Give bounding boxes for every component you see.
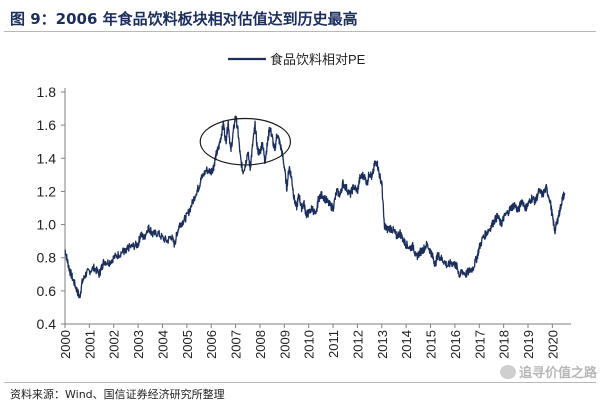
x-tick-label: 2020 xyxy=(545,330,560,359)
watermark-text: 追寻价值之路 xyxy=(519,366,598,381)
annotation-ellipse xyxy=(199,117,292,166)
x-tick-label: 2017 xyxy=(472,330,487,359)
x-tick-label: 2012 xyxy=(350,330,365,359)
x-tick-label: 2019 xyxy=(521,330,536,359)
source-note: 资料来源：Wind、国信证券经济研究所整理 xyxy=(10,388,225,401)
chart-axes xyxy=(61,88,571,328)
y-tick-label: 0.8 xyxy=(37,250,57,266)
x-tick-label: 2014 xyxy=(399,330,414,359)
title-divider xyxy=(4,31,596,32)
figure-header: 图 9：2006 年食品饮料板块相对估值达到历史最高 xyxy=(4,4,596,32)
x-tick-label: 2005 xyxy=(180,330,195,359)
y-tick-label: 1.4 xyxy=(37,150,57,166)
y-tick-labels: 0.4 0.6 0.8 1.0 1.2 1.4 1.6 1.8 xyxy=(37,84,57,332)
x-tick-label: 2001 xyxy=(82,330,97,359)
x-tick-label: 2008 xyxy=(253,330,268,359)
chart-legend: 食品饮料相对PE xyxy=(228,52,366,67)
wechat-icon xyxy=(500,365,516,379)
x-tick-label: 2009 xyxy=(277,330,292,359)
x-tick-label: 2018 xyxy=(497,330,512,359)
x-tick-label: 2010 xyxy=(302,330,317,359)
x-tick-label: 2000 xyxy=(58,330,73,359)
legend-label: 食品饮料相对PE xyxy=(270,52,366,67)
plot-area xyxy=(64,115,566,299)
y-tick-label: 1.8 xyxy=(37,84,57,100)
y-tick-label: 0.4 xyxy=(37,316,57,332)
y-tick-label: 0.6 xyxy=(37,283,57,299)
figure-title: 图 9：2006 年食品饮料板块相对估值达到历史最高 xyxy=(10,10,358,28)
x-tick-label: 2016 xyxy=(448,330,463,359)
x-tick-label: 2002 xyxy=(107,330,122,359)
x-tick-label: 2013 xyxy=(375,330,390,359)
x-tick-label: 2015 xyxy=(424,330,439,359)
x-tick-label: 2007 xyxy=(229,330,244,359)
x-tick-label: 2004 xyxy=(155,330,170,359)
x-tick-label: 2011 xyxy=(326,330,341,358)
line-chart: 0.40.60.81.01.21.41.61.8 2000 2001 2002 200… xyxy=(37,52,571,359)
x-tick-label: 2003 xyxy=(131,330,146,359)
y-tick-label: 1.2 xyxy=(37,183,57,199)
series-line xyxy=(64,115,566,299)
footer-divider xyxy=(4,382,596,383)
x-tick-labels: 2000 2001 2002 2003 2004 2005 2006 2007 2008 2009… xyxy=(58,330,560,359)
x-tick-label: 2006 xyxy=(204,330,219,359)
watermark: 追寻价值之路 xyxy=(500,362,597,382)
y-tick-label: 1.0 xyxy=(37,217,57,233)
y-tick-label: 1.6 xyxy=(37,117,57,133)
